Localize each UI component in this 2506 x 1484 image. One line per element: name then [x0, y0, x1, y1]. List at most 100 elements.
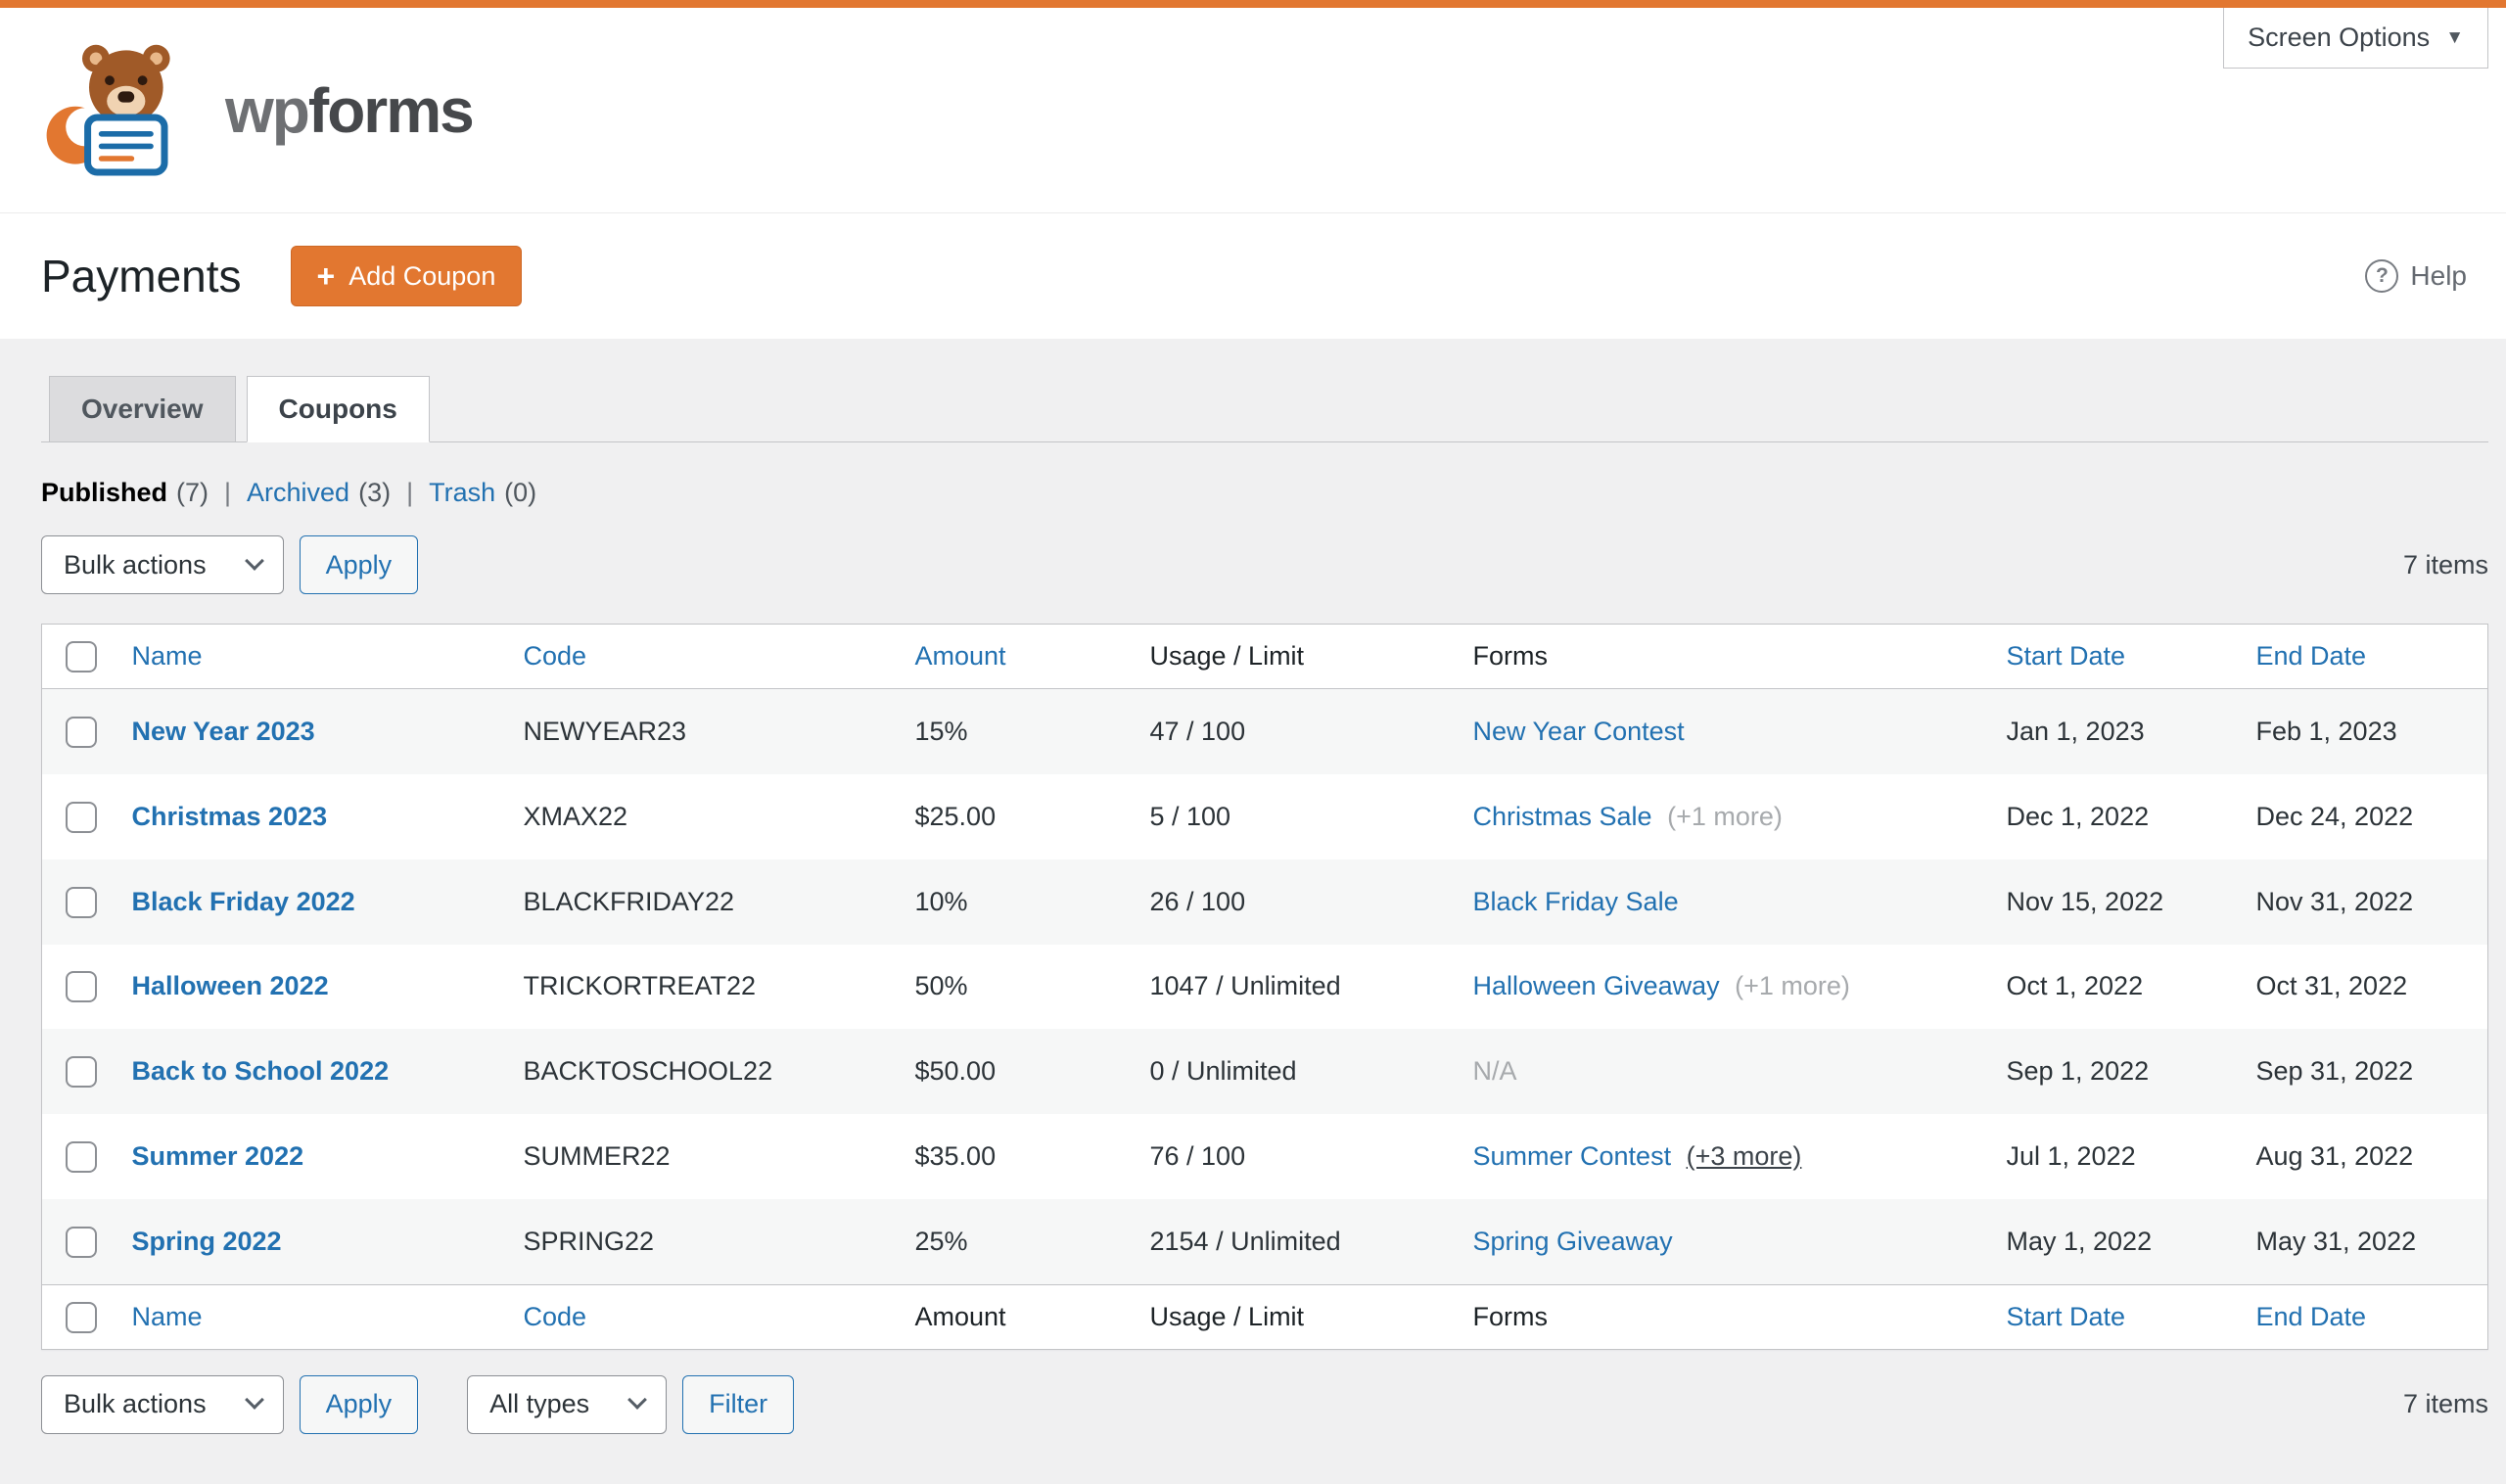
coupon-name-link[interactable]: Halloween 2022: [131, 971, 329, 1001]
forms-header: Forms: [1472, 640, 1549, 671]
coupon-amount: 10%: [914, 886, 968, 916]
row-checkbox[interactable]: [66, 801, 97, 833]
form-link: N/A: [1472, 1056, 1517, 1087]
coupon-name-link[interactable]: Christmas 2023: [131, 801, 328, 831]
masthead: wpforms Screen Options ▼: [0, 8, 2506, 213]
tab-overview[interactable]: Overview: [49, 376, 236, 442]
coupon-name-link[interactable]: New Year 2023: [131, 716, 315, 746]
forms-footer: Forms: [1472, 1301, 1549, 1331]
coupon-usage: 76 / 100: [1149, 1141, 1246, 1172]
tab-coupons[interactable]: Coupons: [246, 376, 430, 442]
table-row: Summer 2022 SUMMER22 $35.00 76 / 100 Sum…: [42, 1114, 2488, 1199]
coupon-end-date: Sep 31, 2022: [2255, 1056, 2414, 1087]
coupon-code: XMAX22: [523, 801, 628, 831]
usage-limit-footer: Usage / Limit: [1149, 1301, 1305, 1331]
sort-code-header[interactable]: Code: [523, 640, 587, 671]
page-header: Payments + Add Coupon ? Help: [0, 213, 2506, 339]
row-checkbox[interactable]: [66, 1141, 97, 1174]
separator: |: [224, 478, 232, 507]
tabs-bar: Overview Coupons: [41, 376, 2488, 442]
chevron-down-icon: [244, 1390, 264, 1411]
bulk-actions-label: Bulk actions: [64, 549, 207, 580]
row-checkbox[interactable]: [66, 1227, 97, 1258]
coupon-end-date: Aug 31, 2022: [2255, 1141, 2414, 1172]
sort-name-header[interactable]: Name: [131, 640, 203, 671]
coupon-usage: 26 / 100: [1149, 886, 1246, 916]
coupon-amount: $25.00: [914, 801, 997, 831]
coupon-code: NEWYEAR23: [523, 716, 687, 746]
bulk-actions-select[interactable]: Bulk actions: [41, 535, 284, 594]
coupon-forms-cell: New Year Contest: [1454, 688, 1987, 773]
sort-end-date-header[interactable]: End Date: [2255, 640, 2367, 671]
wordmark-forms: forms: [307, 74, 475, 146]
content-area: Overview Coupons Published (7) | Archive…: [0, 376, 2506, 1434]
screen-options-button[interactable]: Screen Options ▼: [2223, 8, 2488, 69]
form-link[interactable]: New Year Contest: [1472, 716, 1685, 746]
row-checkbox[interactable]: [66, 886, 97, 918]
help-button[interactable]: ? Help: [2365, 259, 2467, 293]
coupon-usage: 2154 / Unlimited: [1149, 1227, 1341, 1257]
table-row: Halloween 2022 TRICKORTREAT22 50% 1047 /…: [42, 945, 2488, 1030]
question-circle-icon: ?: [2365, 259, 2399, 293]
coupon-type-select[interactable]: All types: [467, 1374, 668, 1434]
chevron-down-icon: [627, 1390, 648, 1411]
page-title: Payments: [41, 251, 242, 301]
bottom-toolbar: Bulk actions Apply All types Filter 7 it…: [41, 1374, 2488, 1434]
filter-trash-label: Trash: [429, 478, 496, 507]
apply-button[interactable]: Apply: [299, 535, 419, 594]
coupon-name-link[interactable]: Summer 2022: [131, 1141, 304, 1172]
table-footer-row: Name Code Amount Usage / Limit Forms Sta…: [41, 1284, 2488, 1350]
separator: |: [406, 478, 414, 507]
sort-end-date-footer[interactable]: End Date: [2255, 1301, 2367, 1331]
usage-limit-header: Usage / Limit: [1149, 640, 1305, 671]
form-link[interactable]: Black Friday Sale: [1472, 886, 1679, 916]
sort-code-footer[interactable]: Code: [523, 1301, 587, 1331]
row-checkbox[interactable]: [66, 1056, 97, 1089]
wordmark-wp: wp: [225, 74, 310, 146]
coupon-end-date: Dec 24, 2022: [2255, 801, 2414, 831]
coupon-forms-cell: Christmas Sale (+1 more): [1454, 774, 1987, 859]
coupon-name-link[interactable]: Spring 2022: [131, 1227, 282, 1257]
forms-extra-count: (+3 more): [1686, 1141, 1802, 1172]
coupon-name-link[interactable]: Black Friday 2022: [131, 886, 355, 916]
sort-start-date-header[interactable]: Start Date: [2006, 640, 2126, 671]
apply-button-bottom[interactable]: Apply: [299, 1374, 419, 1434]
filter-published[interactable]: Published (7): [41, 478, 209, 508]
form-link[interactable]: Spring Giveaway: [1472, 1227, 1673, 1257]
coupon-usage: 1047 / Unlimited: [1149, 971, 1341, 1001]
select-all-checkbox-bottom[interactable]: [66, 1301, 97, 1333]
coupon-forms-cell: N/A: [1454, 1029, 1987, 1114]
filter-published-label: Published: [41, 478, 168, 507]
table-foot: Name Code Amount Usage / Limit Forms Sta…: [41, 1284, 2488, 1350]
form-link[interactable]: Halloween Giveaway: [1472, 971, 1720, 1001]
form-link[interactable]: Summer Contest: [1472, 1141, 1672, 1172]
coupon-forms-cell: Spring Giveaway: [1454, 1199, 1987, 1284]
coupon-name-link[interactable]: Back to School 2022: [131, 1056, 390, 1087]
table-head: Name Code Amount Usage / Limit Forms Sta…: [41, 624, 2488, 689]
filter-archived[interactable]: Archived (3): [247, 478, 391, 508]
help-label: Help: [2410, 260, 2467, 291]
filter-trash[interactable]: Trash (0): [429, 478, 536, 508]
add-coupon-button[interactable]: + Add Coupon: [290, 246, 523, 306]
table-row: New Year 2023 NEWYEAR23 15% 47 / 100 New…: [41, 688, 2488, 774]
coupon-start-date: Sep 1, 2022: [2006, 1056, 2150, 1087]
sort-name-footer[interactable]: Name: [131, 1301, 203, 1331]
admin-accent-bar: [0, 0, 2506, 8]
coupon-end-date: Nov 31, 2022: [2255, 886, 2414, 916]
forms-extra-count: (+1 more): [1735, 971, 1850, 1001]
coupon-forms-cell: Halloween Giveaway (+1 more): [1454, 945, 1987, 1030]
sort-start-date-footer[interactable]: Start Date: [2006, 1301, 2126, 1331]
filter-published-count: (7): [176, 478, 209, 507]
sort-amount-header[interactable]: Amount: [914, 640, 1006, 671]
select-all-checkbox[interactable]: [66, 640, 97, 672]
filter-button[interactable]: Filter: [682, 1374, 795, 1434]
coupon-start-date: Jul 1, 2022: [2006, 1141, 2136, 1172]
chevron-down-icon: [244, 550, 264, 571]
form-link[interactable]: Christmas Sale: [1472, 801, 1652, 831]
coupon-code: TRICKORTREAT22: [523, 971, 757, 1001]
coupon-start-date: Jan 1, 2023: [2006, 716, 2145, 746]
bulk-actions-select-bottom[interactable]: Bulk actions: [41, 1374, 284, 1434]
row-checkbox[interactable]: [66, 971, 97, 1003]
row-checkbox[interactable]: [66, 716, 97, 748]
coupon-end-date: May 31, 2022: [2255, 1227, 2417, 1257]
